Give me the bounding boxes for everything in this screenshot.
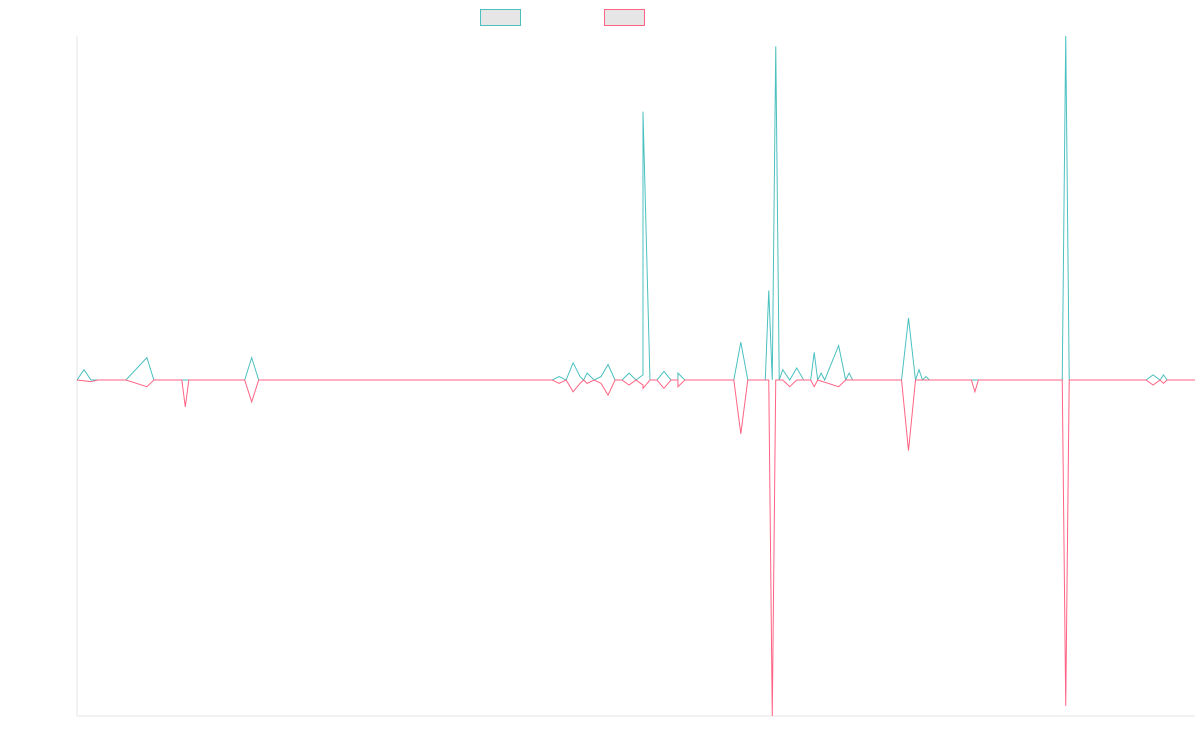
series-line-2 [76,379,1195,717]
legend-swatch-1[interactable] [480,9,521,26]
series-line-1 [76,35,1195,382]
axes [76,36,1195,717]
legend [480,9,645,26]
legend-swatch-2[interactable] [604,9,645,26]
series-layer [76,35,1195,717]
